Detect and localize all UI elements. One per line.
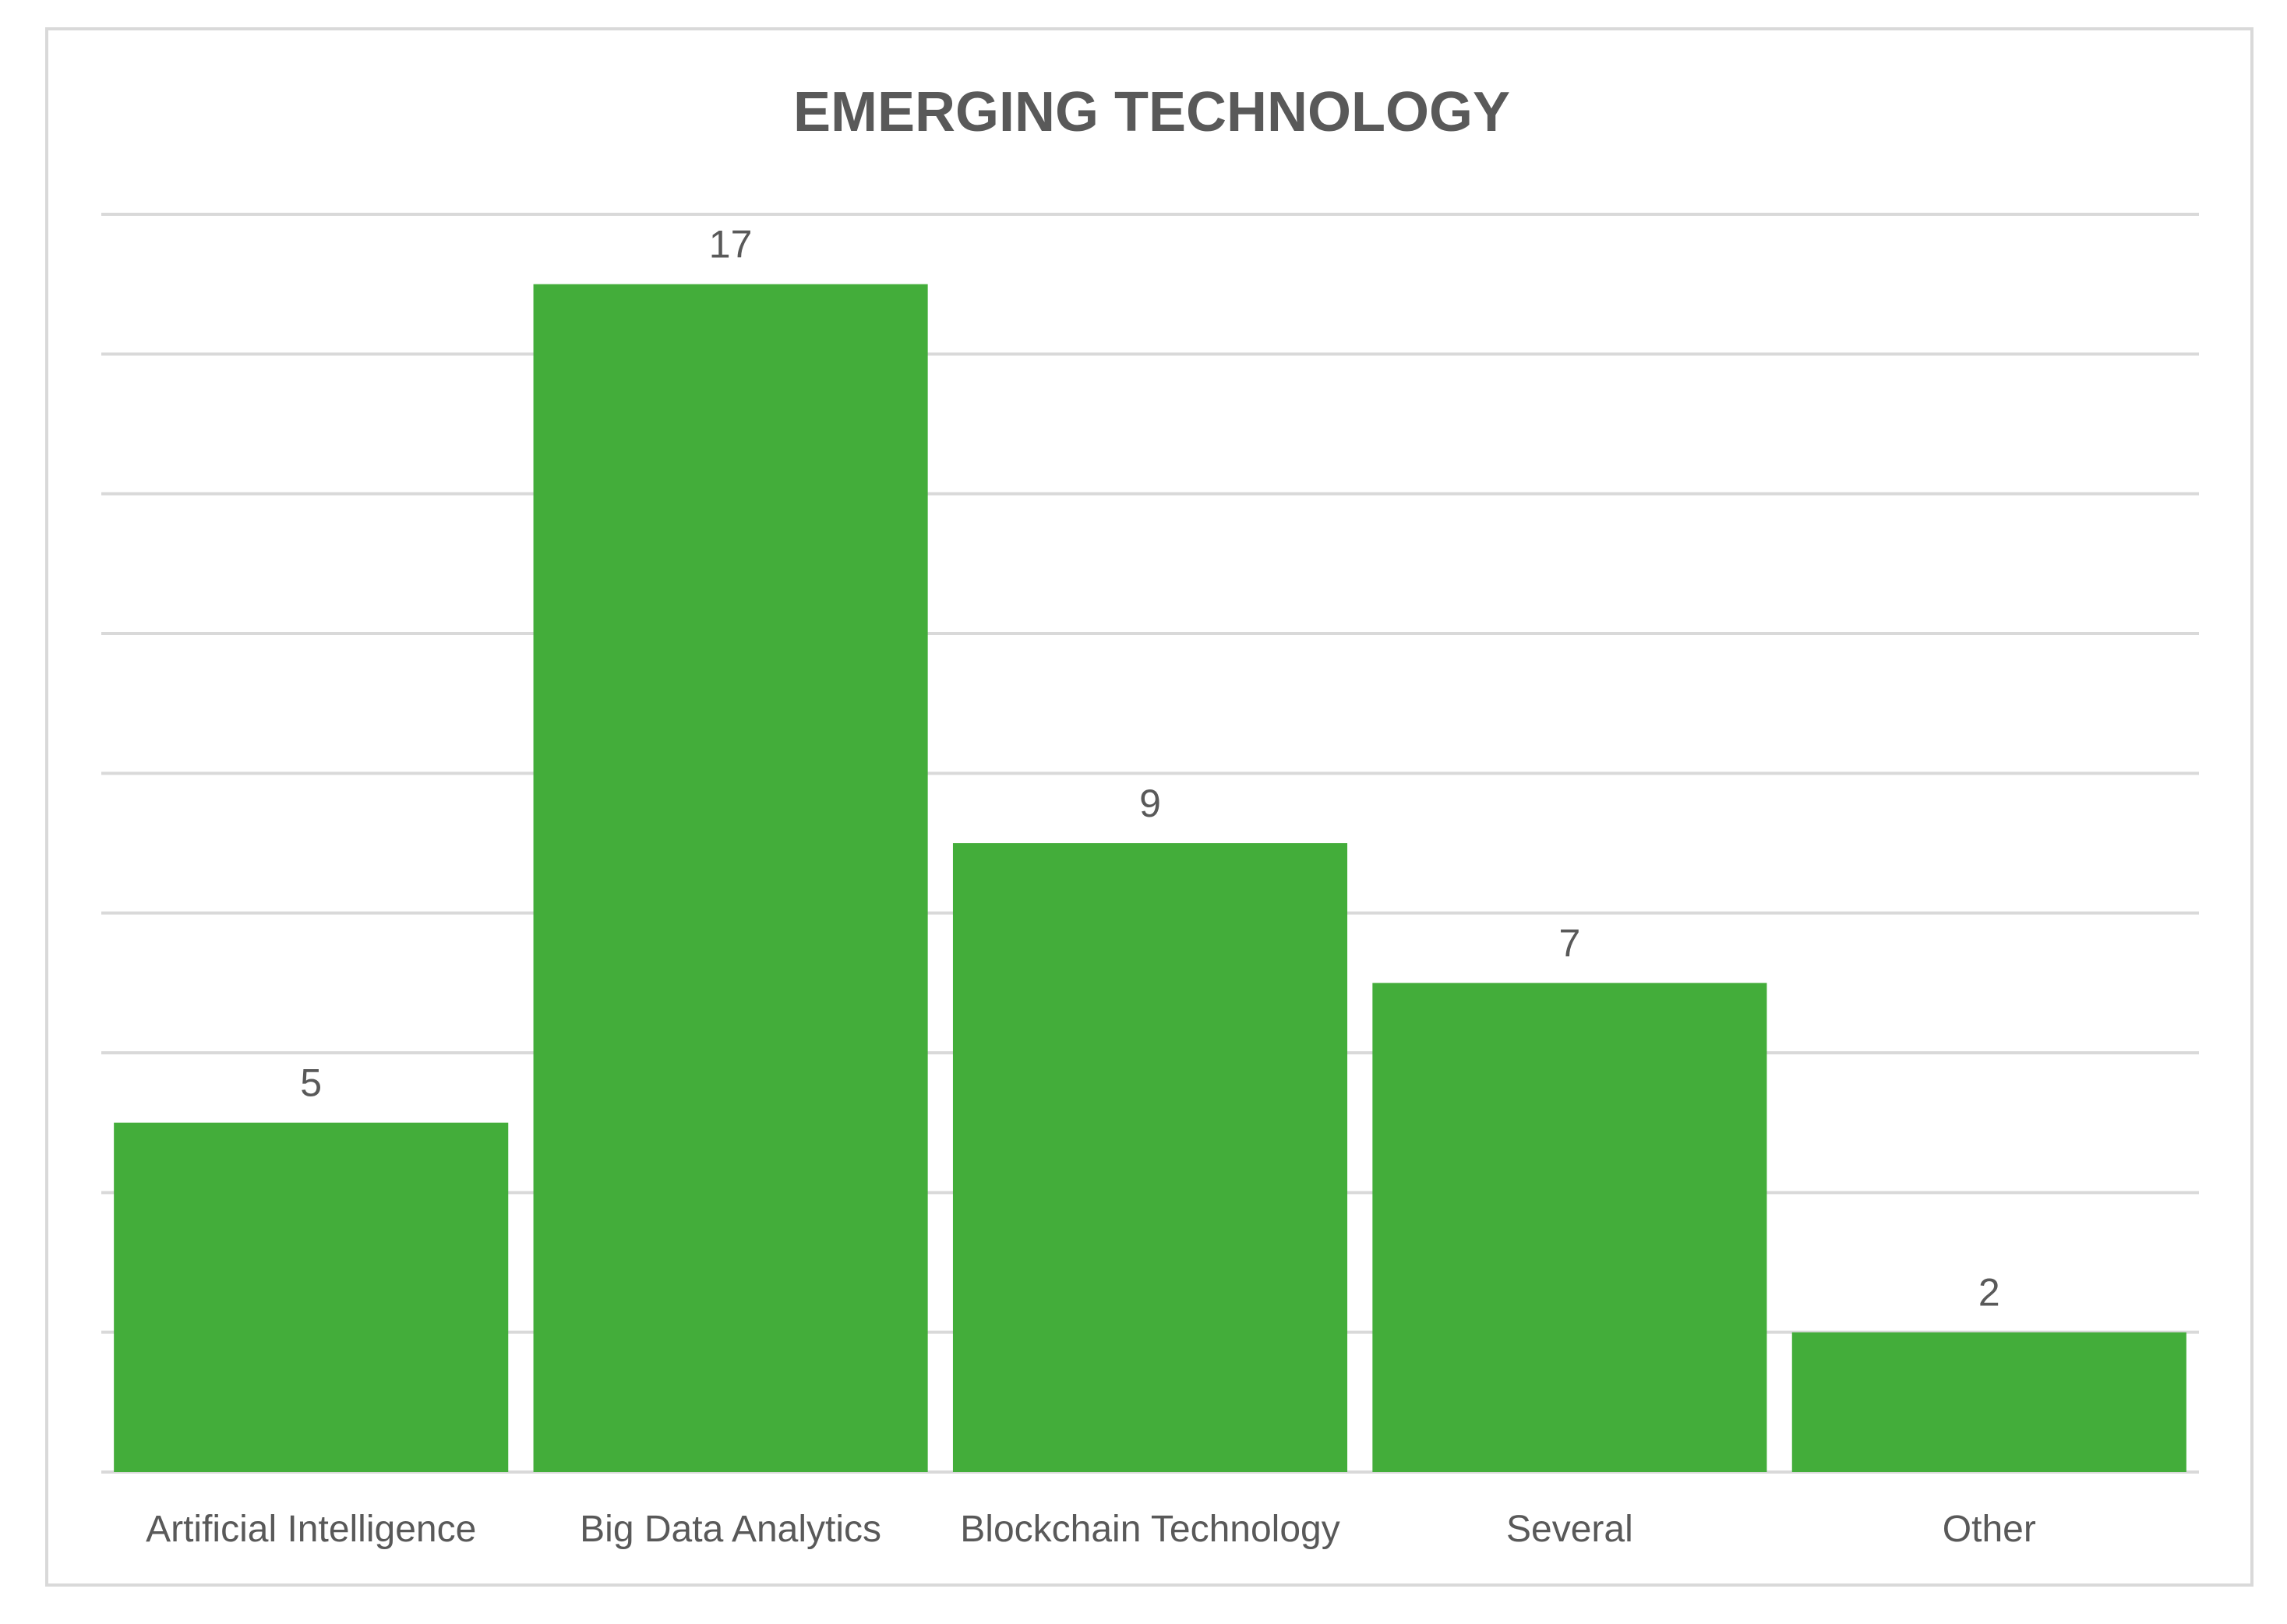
- data-label: 7: [1558, 921, 1580, 965]
- data-label: 2: [1978, 1271, 2000, 1315]
- category-label: Blockchain Technology: [960, 1509, 1339, 1550]
- data-labels: 5 17 9 7 2: [300, 223, 1999, 1315]
- category-labels: Artificial Intelligence Big Data Analytic…: [146, 1509, 2036, 1550]
- bar: [114, 1122, 509, 1472]
- chart-title: EMERGING TECHNOLOGY: [793, 81, 1510, 143]
- category-label: Big Data Analytics: [580, 1509, 881, 1550]
- bars: [114, 284, 2186, 1473]
- bar: [1791, 1332, 2186, 1472]
- data-label: 17: [709, 223, 753, 267]
- bar: [533, 284, 928, 1473]
- category-label: Artificial Intelligence: [146, 1509, 476, 1550]
- category-label: Several: [1506, 1509, 1633, 1550]
- data-label: 5: [300, 1061, 322, 1105]
- bar: [1372, 983, 1767, 1472]
- category-label: Other: [1943, 1509, 2036, 1550]
- bar: [952, 843, 1348, 1472]
- data-label: 9: [1139, 782, 1161, 825]
